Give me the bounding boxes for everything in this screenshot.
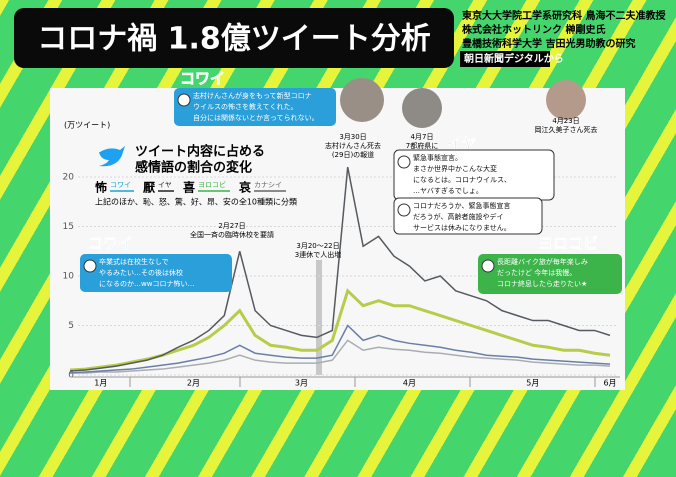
legend-reading: コワイ [110, 181, 131, 189]
event-label: 3月20〜22日 [296, 242, 339, 250]
section-label: ヨロコビ [538, 235, 598, 253]
avatar [177, 93, 191, 107]
series-line [69, 166, 611, 372]
y-tick-label: 15 [63, 222, 74, 232]
event-label: 3連休で人出増 [295, 250, 341, 259]
y-tick-label: 10 [63, 272, 75, 282]
callout-text: サービスは休みになりません。 [413, 223, 511, 232]
callout-text: 緊急事態宣言。 [413, 153, 462, 162]
source: 朝日新聞デジタルから [464, 52, 564, 65]
credit: 豊橋技術科学大学 吉田光男助教の研究 [462, 37, 635, 50]
callout-text: コロナ終息したら走りたい★ [497, 279, 587, 288]
credit: 東京大大学院工学系研究科 鳥海不二夫准教授 [462, 9, 666, 22]
photo [340, 78, 384, 122]
callout-text: まさか世界中かこんな大変 [413, 164, 497, 173]
callout-box [174, 88, 336, 126]
avatar [397, 203, 411, 217]
avatar [397, 155, 411, 169]
callout-box [393, 197, 543, 235]
event-label: 岡江久美子さん死去 [535, 125, 598, 134]
event-label: 4月7日 [411, 133, 434, 141]
callout-text: 自分には関係ないとか言ってられない。 [193, 113, 319, 122]
event-label: 7都府県に [406, 141, 438, 150]
callout-text: …ヤバすぎるでしょ。 [413, 186, 483, 195]
callout-text: だろうが、高齢者施設やデイ [413, 212, 503, 221]
callout-text: 長距離バイク旅が毎年楽しみ [497, 257, 588, 266]
event-label: 3月30日 [339, 133, 366, 141]
legend-label: 怖 [95, 180, 107, 195]
photo [546, 80, 586, 120]
title-box [14, 8, 454, 68]
callout-text: ウイルスの怖さを教えてくれた。 [193, 102, 297, 111]
y-tick-label: 20 [63, 173, 75, 183]
source-box [460, 51, 550, 67]
x-tick-label: 2月 [187, 379, 200, 388]
y-tick-label: 0 [68, 371, 74, 381]
x-tick-label: 1月 [94, 379, 107, 388]
photo [402, 88, 442, 128]
section-label: コワイ [88, 235, 133, 253]
callout-text: だったけど 今年は我慢。 [497, 268, 576, 277]
y-tick-label: 5 [68, 321, 74, 331]
callout-text: 卒業式は在校生なしで [99, 257, 169, 266]
event-label: (29日)の報道 [332, 150, 374, 159]
title: コロナ禍 1.8億ツイート分析 [37, 22, 431, 57]
x-tick-label: 6月 [603, 379, 616, 388]
legend-reading: イヤ [158, 181, 172, 189]
y-label: (万ツイート) [64, 121, 110, 130]
event-label: 志村けんさん死去 [325, 141, 381, 150]
x-tick-label: 3月 [295, 379, 308, 388]
callout-text: コロナだろうか、緊急事態宣言 [413, 201, 510, 210]
note: 上記のほか、恥、怒、驚、好、昂、安の全10種類に分類 [95, 197, 297, 207]
x-tick-label: 4月 [403, 379, 416, 388]
series-line [69, 324, 611, 374]
callout-text: になるのか…wwコロナ怖い… [99, 279, 194, 288]
event-label: 全国一斉の臨時休校を要請 [190, 230, 274, 239]
panel [50, 88, 625, 390]
callout-box [80, 254, 232, 292]
credit: 株式会社ホットリンク 榊剛史氏 [462, 23, 605, 36]
legend-label: 哀 [239, 180, 252, 195]
avatar [481, 259, 495, 273]
callout-box [478, 254, 622, 294]
chart-subtitle: 感情語の割合の変化 [135, 160, 252, 176]
callout-text: になるとは。コロナウイルス、 [413, 176, 511, 184]
series-line [70, 339, 611, 374]
legend-reading: ヨロコビ [198, 180, 226, 189]
event-label: 4月23日 [552, 117, 579, 125]
callout-text: やるみたい…その後は休校 [99, 268, 183, 277]
callout-text: 志村けんさんが身をもって新型コロナ [193, 91, 312, 100]
twitter-icon [99, 146, 125, 167]
chart-subtitle: ツイート内容に占める [135, 144, 265, 160]
legend-label: 厭 [143, 180, 155, 195]
x-tick-label: 5月 [526, 379, 539, 388]
holiday-band [316, 260, 322, 375]
section-label: イヤ [447, 135, 477, 153]
section-label: コワイ [180, 70, 225, 88]
avatar [83, 259, 97, 273]
legend-label: 喜 [183, 180, 195, 195]
event-label: 2月27日 [218, 222, 245, 230]
legend-reading: カナシイ [254, 181, 282, 189]
